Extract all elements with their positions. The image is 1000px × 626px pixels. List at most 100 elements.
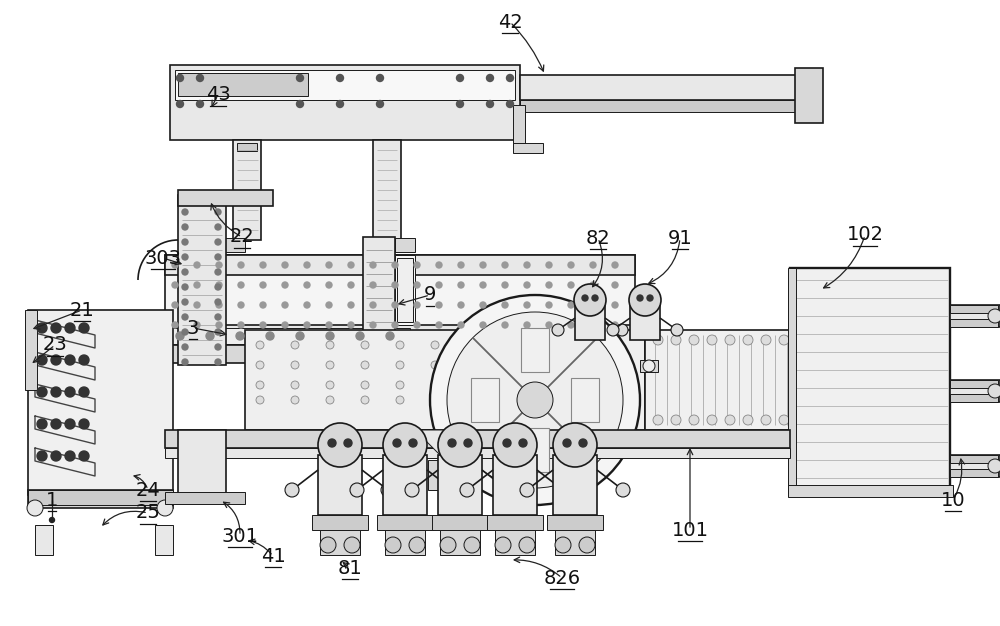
Circle shape xyxy=(460,483,474,497)
Circle shape xyxy=(282,322,288,328)
Circle shape xyxy=(725,335,735,345)
Circle shape xyxy=(238,282,244,288)
Bar xyxy=(555,530,595,555)
Bar xyxy=(395,238,415,252)
Circle shape xyxy=(590,302,596,308)
Circle shape xyxy=(536,341,544,349)
Circle shape xyxy=(392,322,398,328)
Circle shape xyxy=(260,302,266,308)
Circle shape xyxy=(671,415,681,425)
Circle shape xyxy=(761,415,771,425)
Bar xyxy=(165,492,245,504)
Circle shape xyxy=(707,335,717,345)
Circle shape xyxy=(653,335,663,345)
Circle shape xyxy=(282,302,288,308)
Bar xyxy=(178,73,308,96)
Circle shape xyxy=(381,483,395,497)
Circle shape xyxy=(370,322,376,328)
Circle shape xyxy=(436,282,442,288)
Circle shape xyxy=(501,341,509,349)
Bar xyxy=(170,328,410,344)
Circle shape xyxy=(256,396,264,404)
Bar xyxy=(28,310,173,495)
Text: 10: 10 xyxy=(941,491,965,510)
Circle shape xyxy=(590,282,596,288)
Bar xyxy=(520,75,800,100)
Circle shape xyxy=(37,419,47,429)
Circle shape xyxy=(480,322,486,328)
Circle shape xyxy=(480,302,486,308)
Circle shape xyxy=(466,341,474,349)
Circle shape xyxy=(466,396,474,404)
Bar xyxy=(245,330,645,430)
Circle shape xyxy=(215,284,221,290)
Circle shape xyxy=(215,254,221,260)
Circle shape xyxy=(493,423,537,467)
Circle shape xyxy=(304,262,310,268)
Circle shape xyxy=(370,302,376,308)
Bar xyxy=(521,428,549,472)
Circle shape xyxy=(556,483,570,497)
Bar xyxy=(495,530,535,555)
Circle shape xyxy=(216,302,222,308)
Bar xyxy=(237,143,257,151)
Circle shape xyxy=(616,324,628,336)
Circle shape xyxy=(612,302,618,308)
Circle shape xyxy=(590,262,596,268)
Circle shape xyxy=(501,396,509,404)
Circle shape xyxy=(260,262,266,268)
Circle shape xyxy=(431,381,439,389)
Bar xyxy=(428,460,453,490)
Circle shape xyxy=(37,323,47,333)
Circle shape xyxy=(356,332,364,340)
Bar xyxy=(640,360,658,372)
Bar xyxy=(28,490,173,508)
Bar xyxy=(155,525,173,555)
Circle shape xyxy=(79,451,89,461)
Bar xyxy=(165,345,635,363)
Circle shape xyxy=(51,451,61,461)
Circle shape xyxy=(320,537,336,553)
Bar xyxy=(440,530,480,555)
Circle shape xyxy=(592,295,598,301)
Circle shape xyxy=(172,322,178,328)
Circle shape xyxy=(326,322,332,328)
Circle shape xyxy=(671,324,683,336)
Text: 826: 826 xyxy=(543,568,581,587)
Bar xyxy=(521,328,549,372)
Circle shape xyxy=(606,381,614,389)
Bar xyxy=(493,455,537,515)
Text: 81: 81 xyxy=(338,558,362,578)
Text: 301: 301 xyxy=(222,526,258,545)
Circle shape xyxy=(568,262,574,268)
Circle shape xyxy=(725,415,735,425)
Circle shape xyxy=(304,282,310,288)
Circle shape xyxy=(172,262,178,268)
Circle shape xyxy=(779,335,789,345)
Circle shape xyxy=(350,483,364,497)
Circle shape xyxy=(215,329,221,335)
Circle shape xyxy=(196,74,204,81)
Circle shape xyxy=(571,341,579,349)
Circle shape xyxy=(215,359,221,365)
Circle shape xyxy=(524,282,530,288)
Text: 25: 25 xyxy=(136,503,160,523)
Text: 91: 91 xyxy=(668,228,692,247)
Circle shape xyxy=(326,396,334,404)
Circle shape xyxy=(216,262,222,268)
Circle shape xyxy=(405,483,419,497)
Circle shape xyxy=(579,537,595,553)
Circle shape xyxy=(370,282,376,288)
Circle shape xyxy=(414,282,420,288)
Circle shape xyxy=(348,302,354,308)
Circle shape xyxy=(79,323,89,333)
Circle shape xyxy=(236,332,244,340)
Circle shape xyxy=(27,500,43,516)
Circle shape xyxy=(215,299,221,305)
Circle shape xyxy=(590,322,596,328)
Circle shape xyxy=(376,101,384,108)
Bar xyxy=(373,140,401,240)
Circle shape xyxy=(464,537,480,553)
Circle shape xyxy=(458,322,464,328)
Circle shape xyxy=(50,518,54,523)
